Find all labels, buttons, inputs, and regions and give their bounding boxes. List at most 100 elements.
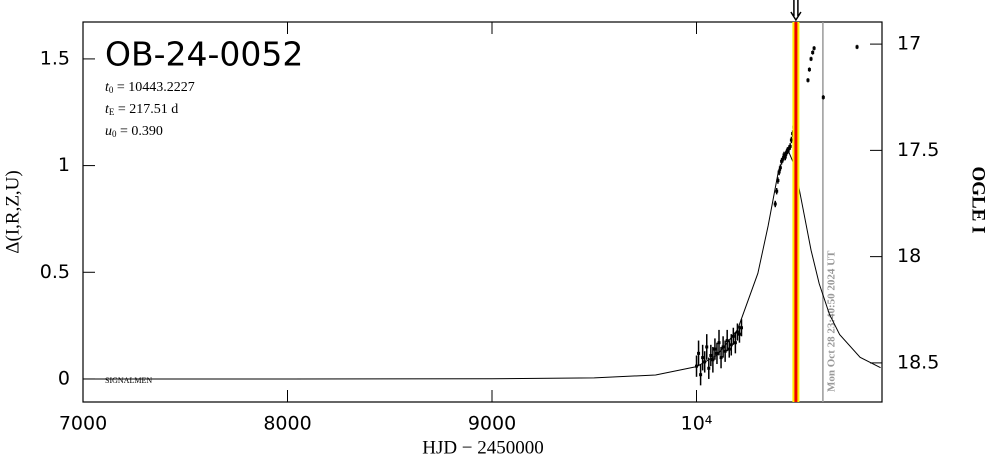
data-marker <box>703 360 707 364</box>
data-marker <box>783 155 787 159</box>
data-point <box>703 351 707 373</box>
data-point <box>697 340 701 367</box>
data-marker <box>812 46 816 50</box>
data-marker <box>705 345 709 349</box>
now-arrow <box>790 0 802 22</box>
data-point <box>788 143 792 150</box>
data-marker <box>789 138 793 142</box>
parameter-value: = 217.51 d <box>114 102 178 117</box>
data-marker <box>821 95 825 99</box>
x-tick-label: 10⁴ <box>681 413 713 435</box>
parameter-symbol: t <box>105 80 110 95</box>
data-marker <box>713 347 717 351</box>
data-marker <box>806 78 810 82</box>
parameter-subscript: 0 <box>109 85 114 95</box>
data-point <box>715 342 719 365</box>
parameter: t0 = 10443.2227 <box>105 80 195 95</box>
data-point <box>775 187 779 195</box>
data-point <box>807 67 811 72</box>
parameter: u0 = 0.390 <box>105 124 163 139</box>
data-marker <box>711 358 715 362</box>
data-marker <box>781 157 785 161</box>
data-point <box>707 357 711 379</box>
data-point <box>776 177 780 184</box>
data-point <box>737 325 741 343</box>
data-marker <box>715 351 719 355</box>
data-marker <box>773 202 777 206</box>
data-marker <box>697 351 701 355</box>
data-marker <box>735 330 739 334</box>
y-tick-label: 1.5 <box>40 47 70 69</box>
chart-title: OB-24-0052 <box>105 35 303 74</box>
data-marker <box>695 364 699 368</box>
data-marker <box>719 356 723 360</box>
data-point <box>806 78 810 83</box>
parameter-symbol: u <box>105 124 112 139</box>
data-marker <box>727 347 731 351</box>
data-marker <box>709 353 713 357</box>
data-marker <box>778 166 782 170</box>
data-point <box>777 168 781 176</box>
data-point <box>729 334 733 356</box>
data-marker <box>725 339 729 343</box>
data-marker <box>733 341 737 345</box>
data-point <box>705 334 709 360</box>
data-point <box>725 329 729 352</box>
data-point <box>735 323 739 341</box>
parameter-symbol: t <box>105 102 110 117</box>
data-marker <box>729 343 733 347</box>
parameter-subscript: E <box>109 107 115 117</box>
y2-tick-label: 17.5 <box>897 139 939 161</box>
data-marker <box>737 332 741 336</box>
data-point <box>821 95 825 100</box>
data-point <box>809 56 813 62</box>
data-point <box>717 329 721 356</box>
data-marker <box>707 366 711 370</box>
data-marker <box>777 170 781 174</box>
data-point <box>773 200 777 208</box>
plot-frame <box>82 21 883 403</box>
data-point <box>733 332 737 354</box>
parameter-value: = 0.390 <box>117 124 163 139</box>
parameter: tE = 217.51 d <box>105 102 178 117</box>
data-point <box>740 319 744 337</box>
data-point <box>701 344 705 371</box>
data-point <box>723 340 727 362</box>
parameter-subscript: 0 <box>112 129 117 139</box>
y2-tick-label: 18.5 <box>897 351 939 373</box>
data-marker <box>723 349 727 353</box>
data-point <box>699 364 703 386</box>
data-marker <box>784 151 788 155</box>
date-label: Mon Oct 28 23:40:50 2024 UT <box>825 250 837 392</box>
data-point <box>731 327 735 345</box>
y-tick-label: 0 <box>58 367 70 389</box>
data-point <box>711 346 715 373</box>
data-point <box>812 46 816 51</box>
data-point <box>713 338 717 360</box>
data-marker <box>787 147 791 151</box>
x-tick-label: 8000 <box>263 413 311 435</box>
data-marker <box>740 326 744 330</box>
y2-tick-label: 18 <box>897 245 921 267</box>
data-marker <box>782 153 786 157</box>
data-point <box>709 344 713 367</box>
data-point <box>695 355 699 377</box>
site-label: SIGNALMEN <box>105 376 152 385</box>
data-point <box>721 336 725 358</box>
data-point <box>789 136 793 144</box>
x-tick-label: 9000 <box>468 413 516 435</box>
data-marker <box>786 149 790 153</box>
data-marker <box>775 189 779 193</box>
data-marker <box>788 144 792 148</box>
data-marker <box>731 334 735 338</box>
data-marker <box>721 345 725 349</box>
data-point <box>783 153 787 161</box>
data-marker <box>776 179 780 183</box>
data-marker <box>807 68 811 72</box>
data-marker <box>699 373 703 377</box>
data-marker <box>780 159 784 163</box>
data-point <box>719 346 723 369</box>
data-point <box>781 155 785 163</box>
data-point <box>811 50 815 55</box>
